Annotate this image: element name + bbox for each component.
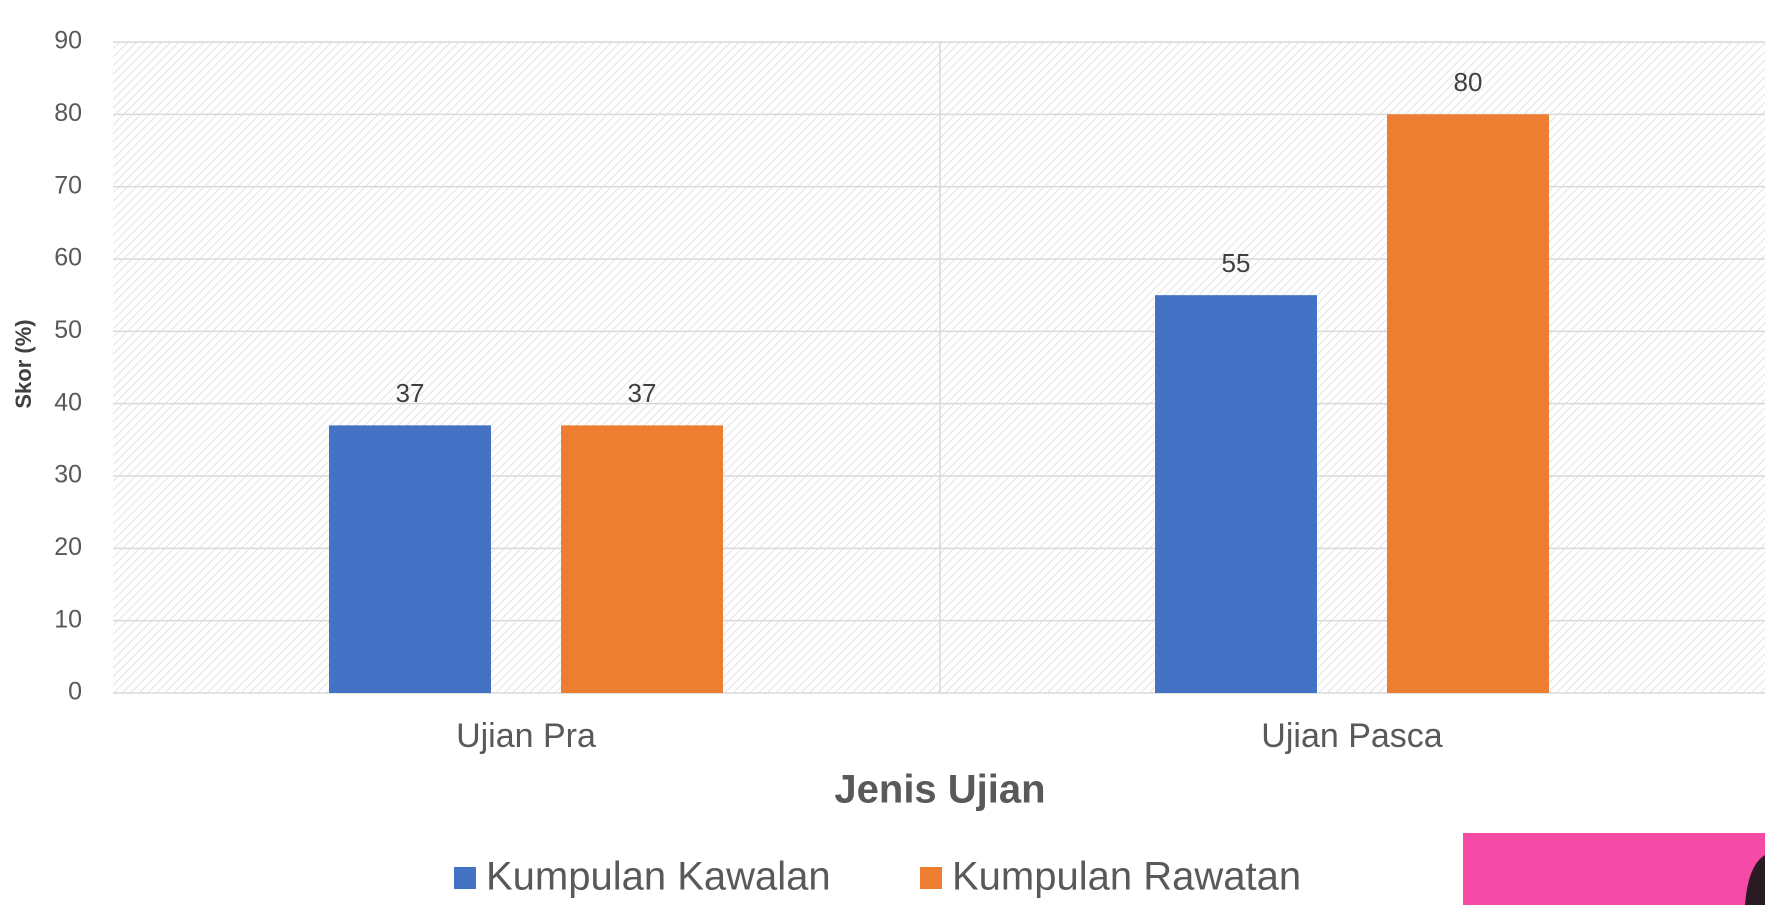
bar: [561, 425, 723, 693]
legend-label: Kumpulan Kawalan: [486, 855, 831, 899]
y-tick-label: 0: [68, 678, 82, 706]
photo: [1463, 833, 1765, 905]
page: {"chart_data": {"type": "bar", "x_label"…: [0, 0, 1765, 905]
y-tick-label: 40: [54, 388, 82, 416]
y-tick-label: 50: [54, 316, 82, 344]
y-tick-label: 20: [54, 533, 82, 561]
chart: Skor (%) Jenis Ujian 0 10 20 30 40 50 60 70 80 90…: [0, 0, 1765, 905]
legend-label: Kumpulan Rawatan: [952, 855, 1301, 899]
legend-swatch: [454, 867, 476, 889]
y-tick-label: 70: [54, 171, 82, 199]
y-tick-label: 80: [54, 99, 82, 127]
photo-fragment: [1463, 833, 1765, 905]
value-label: 37: [396, 378, 425, 408]
value-label: 80: [1454, 67, 1483, 97]
bar: [1387, 114, 1549, 693]
value-label: 37: [628, 378, 657, 408]
y-tick-label: 90: [54, 27, 82, 55]
y-axis-title: Skor (%): [11, 319, 36, 408]
y-tick-label: 10: [54, 605, 82, 633]
value-label: 55: [1222, 248, 1251, 278]
x-tick-label: Ujian Pra: [456, 717, 596, 755]
x-tick-label: Ujian Pasca: [1261, 717, 1443, 755]
bar: [329, 425, 491, 693]
y-tick-label: 60: [54, 244, 82, 272]
legend-swatch: [920, 867, 942, 889]
x-axis-title: Jenis Ujian: [834, 768, 1045, 812]
bar: [1155, 295, 1317, 693]
y-tick-label: 30: [54, 461, 82, 489]
